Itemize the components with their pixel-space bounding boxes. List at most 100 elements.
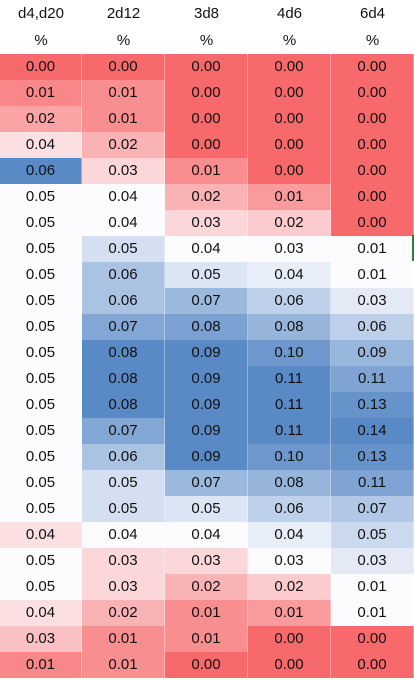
table-cell[interactable]: 0.02 bbox=[82, 600, 165, 626]
table-cell[interactable]: 0.11 bbox=[248, 392, 331, 418]
table-cell[interactable]: 0.13 bbox=[331, 392, 414, 418]
table-cell[interactable]: 0.04 bbox=[0, 522, 82, 548]
table-cell[interactable]: 0.02 bbox=[165, 184, 248, 210]
table-cell[interactable]: 0.10 bbox=[248, 340, 331, 366]
table-cell[interactable]: 0.05 bbox=[0, 392, 82, 418]
table-cell[interactable]: 0.04 bbox=[82, 210, 165, 236]
table-cell[interactable]: 0.01 bbox=[82, 626, 165, 652]
table-cell[interactable]: 0.00 bbox=[331, 184, 414, 210]
table-cell[interactable]: 0.02 bbox=[82, 132, 165, 158]
column-unit[interactable]: % bbox=[82, 27, 165, 54]
table-cell[interactable]: 0.04 bbox=[248, 262, 331, 288]
table-cell[interactable]: 0.09 bbox=[331, 340, 414, 366]
table-cell[interactable]: 0.06 bbox=[82, 262, 165, 288]
table-cell[interactable]: 0.10 bbox=[248, 444, 331, 470]
table-cell[interactable]: 0.05 bbox=[331, 522, 414, 548]
column-unit[interactable]: % bbox=[331, 27, 414, 54]
table-cell[interactable]: 0.02 bbox=[248, 210, 331, 236]
table-cell[interactable]: 0.03 bbox=[248, 548, 331, 574]
table-cell[interactable]: 0.08 bbox=[248, 314, 331, 340]
table-cell[interactable]: 0.03 bbox=[165, 210, 248, 236]
table-cell[interactable]: 0.09 bbox=[165, 392, 248, 418]
column-unit[interactable]: % bbox=[165, 27, 248, 54]
table-cell[interactable]: 0.09 bbox=[165, 444, 248, 470]
table-cell[interactable]: 0.01 bbox=[165, 626, 248, 652]
table-cell[interactable]: 0.07 bbox=[82, 418, 165, 444]
table-cell[interactable]: 0.00 bbox=[82, 54, 165, 80]
table-cell[interactable]: 0.06 bbox=[82, 288, 165, 314]
table-cell[interactable]: 0.05 bbox=[0, 262, 82, 288]
table-cell[interactable]: 0.05 bbox=[0, 418, 82, 444]
table-cell[interactable]: 0.01 bbox=[82, 652, 165, 678]
table-cell[interactable]: 0.08 bbox=[248, 470, 331, 496]
table-cell[interactable]: 0.05 bbox=[82, 236, 165, 262]
column-header-2d12[interactable]: 2d12 bbox=[82, 0, 165, 27]
table-cell[interactable]: 0.03 bbox=[82, 158, 165, 184]
table-cell[interactable]: 0.01 bbox=[165, 600, 248, 626]
table-cell[interactable]: 0.09 bbox=[165, 366, 248, 392]
table-cell[interactable]: 0.00 bbox=[248, 652, 331, 678]
table-cell[interactable]: 0.08 bbox=[82, 392, 165, 418]
table-cell[interactable]: 0.07 bbox=[165, 470, 248, 496]
table-cell[interactable]: 0.09 bbox=[165, 340, 248, 366]
table-cell[interactable]: 0.01 bbox=[82, 80, 165, 106]
table-cell[interactable]: 0.09 bbox=[165, 418, 248, 444]
table-cell[interactable]: 0.03 bbox=[0, 626, 82, 652]
table-cell[interactable]: 0.05 bbox=[0, 288, 82, 314]
table-cell[interactable]: 0.05 bbox=[0, 470, 82, 496]
table-cell[interactable]: 0.05 bbox=[0, 184, 82, 210]
table-cell[interactable]: 0.05 bbox=[0, 444, 82, 470]
table-cell[interactable]: 0.05 bbox=[0, 574, 82, 600]
table-cell[interactable]: 0.01 bbox=[82, 106, 165, 132]
column-header-6d4[interactable]: 6d4 bbox=[331, 0, 414, 27]
table-cell[interactable]: 0.03 bbox=[82, 548, 165, 574]
column-header-4d6[interactable]: 4d6 bbox=[248, 0, 331, 27]
column-header-3d8[interactable]: 3d8 bbox=[165, 0, 248, 27]
table-cell[interactable]: 0.05 bbox=[82, 470, 165, 496]
table-cell[interactable]: 0.05 bbox=[0, 236, 82, 262]
table-cell[interactable]: 0.04 bbox=[0, 132, 82, 158]
table-cell[interactable]: 0.02 bbox=[165, 574, 248, 600]
table-cell[interactable]: 0.05 bbox=[0, 210, 82, 236]
table-cell[interactable]: 0.00 bbox=[248, 106, 331, 132]
table-cell[interactable]: 0.03 bbox=[331, 548, 414, 574]
table-cell[interactable]: 0.00 bbox=[331, 652, 414, 678]
table-cell[interactable]: 0.00 bbox=[165, 652, 248, 678]
table-cell[interactable]: 0.00 bbox=[331, 106, 414, 132]
table-cell[interactable]: 0.00 bbox=[165, 132, 248, 158]
table-cell[interactable]: 0.07 bbox=[165, 288, 248, 314]
column-unit[interactable]: % bbox=[0, 27, 82, 54]
table-cell[interactable]: 0.05 bbox=[0, 314, 82, 340]
table-cell[interactable]: 0.07 bbox=[331, 496, 414, 522]
column-header-d4-d20[interactable]: d4,d20 bbox=[0, 0, 82, 27]
table-cell[interactable]: 0.02 bbox=[0, 106, 82, 132]
table-cell[interactable]: 0.06 bbox=[248, 288, 331, 314]
table-cell[interactable]: 0.11 bbox=[331, 366, 414, 392]
table-cell[interactable]: 0.01 bbox=[331, 262, 414, 288]
table-cell[interactable]: 0.06 bbox=[0, 158, 82, 184]
table-cell[interactable]: 0.07 bbox=[82, 314, 165, 340]
table-cell[interactable]: 0.04 bbox=[165, 236, 248, 262]
table-cell[interactable]: 0.00 bbox=[248, 132, 331, 158]
table-cell[interactable]: 0.05 bbox=[0, 548, 82, 574]
table-cell[interactable]: 0.03 bbox=[165, 548, 248, 574]
table-cell[interactable]: 0.01 bbox=[0, 80, 82, 106]
table-cell[interactable]: 0.04 bbox=[165, 522, 248, 548]
table-cell[interactable]: 0.04 bbox=[82, 522, 165, 548]
table-cell[interactable]: 0.02 bbox=[248, 574, 331, 600]
table-cell[interactable]: 0.03 bbox=[82, 574, 165, 600]
table-cell[interactable]: 0.05 bbox=[0, 366, 82, 392]
table-cell[interactable]: 0.04 bbox=[82, 184, 165, 210]
table-cell[interactable]: 0.00 bbox=[331, 54, 414, 80]
column-unit[interactable]: % bbox=[248, 27, 331, 54]
table-cell[interactable]: 0.00 bbox=[331, 210, 414, 236]
table-cell[interactable]: 0.00 bbox=[165, 106, 248, 132]
table-cell[interactable]: 0.00 bbox=[248, 54, 331, 80]
table-cell[interactable]: 0.00 bbox=[331, 158, 414, 184]
table-cell[interactable]: 0.01 bbox=[248, 184, 331, 210]
table-cell[interactable]: 0.03 bbox=[331, 288, 414, 314]
table-cell[interactable]: 0.05 bbox=[0, 496, 82, 522]
table-cell[interactable]: 0.14 bbox=[331, 418, 414, 444]
table-cell[interactable]: 0.01 bbox=[248, 600, 331, 626]
table-cell[interactable]: 0.06 bbox=[82, 444, 165, 470]
